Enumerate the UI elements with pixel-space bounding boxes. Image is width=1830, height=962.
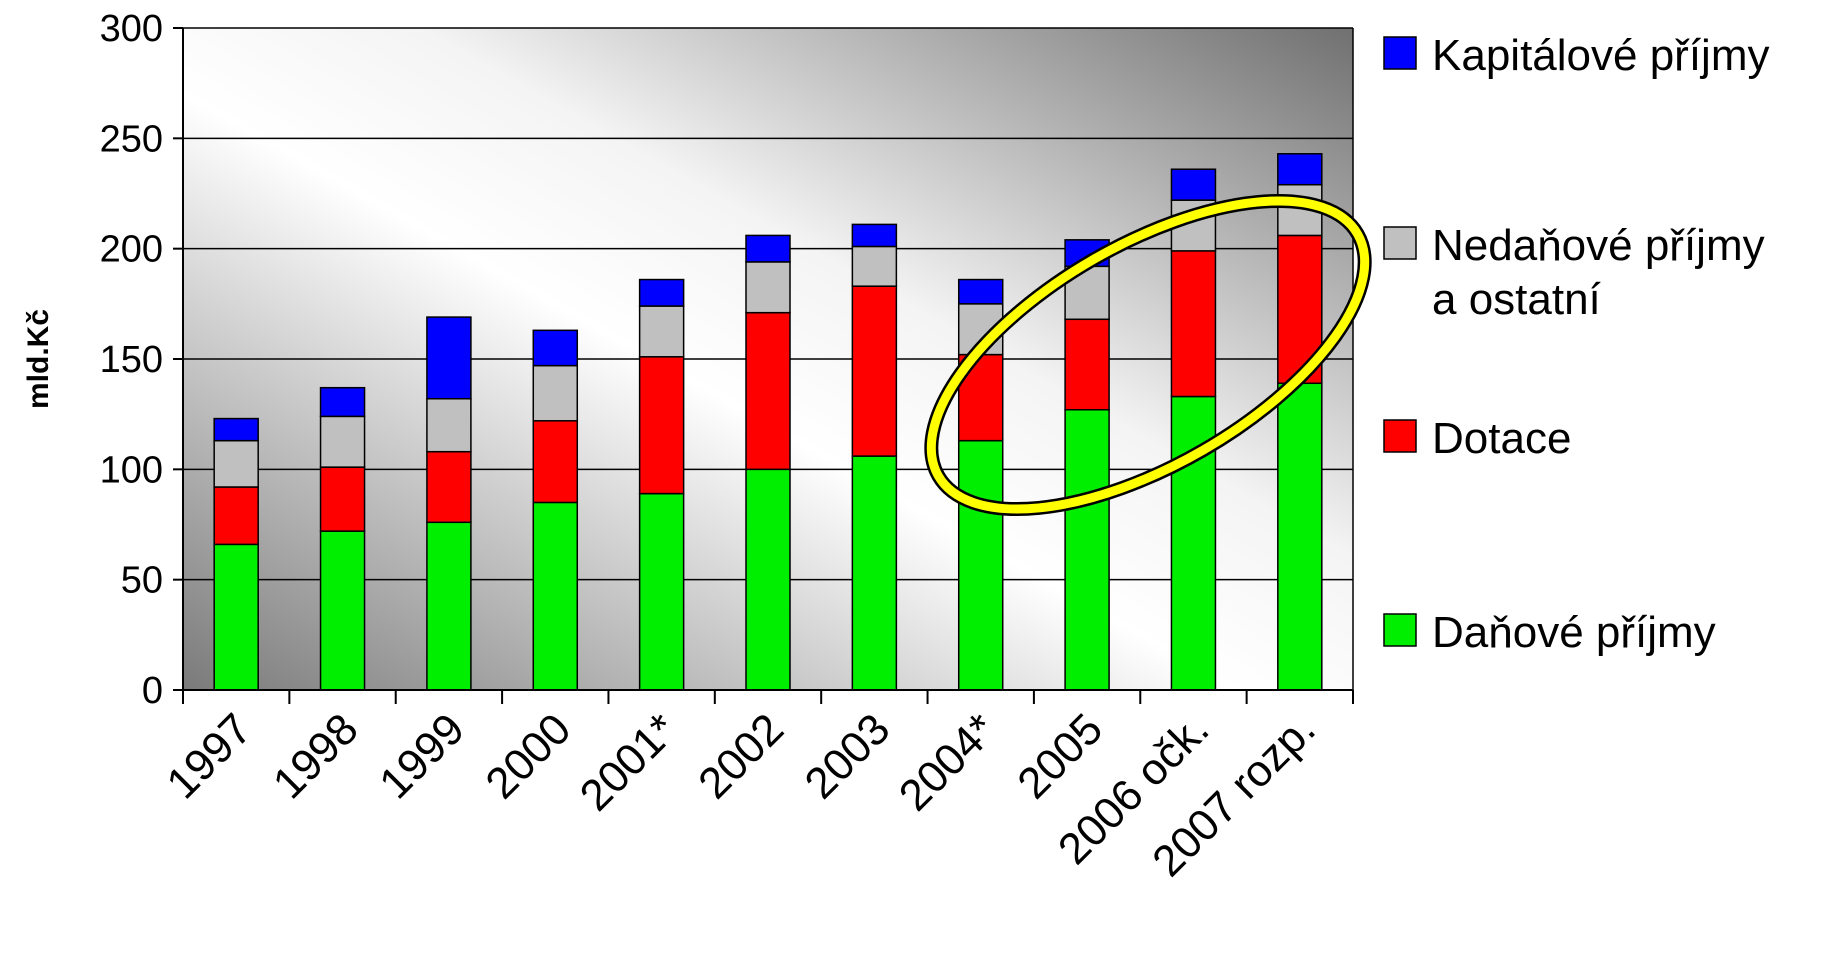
- bar-segment: [745, 311, 791, 471]
- legend-swatch: [1383, 226, 1417, 260]
- bar-segment: [957, 439, 1004, 691]
- bar-segment: [1170, 168, 1217, 201]
- bar-segment: [532, 501, 579, 691]
- bar-segment: [638, 492, 685, 691]
- bar-segment: [851, 285, 898, 457]
- x-tick-label: 2003: [796, 704, 900, 808]
- bar-segment: [745, 261, 791, 314]
- legend-label: Nedaňové příjmy: [1432, 221, 1765, 270]
- bar-segment: [213, 439, 259, 488]
- bar-segment: [851, 455, 898, 691]
- ellipse-stroke: [926, 196, 1370, 514]
- bar-segment: [319, 466, 366, 532]
- bar-segment: [1277, 382, 1323, 691]
- bar-segment: [213, 543, 259, 691]
- highlight-ellipse: [924, 194, 1372, 516]
- bar-segment: [532, 329, 579, 367]
- bars: [213, 153, 1323, 691]
- bar-segment: [1170, 250, 1217, 398]
- bar-segment: [426, 521, 472, 691]
- x-tick-label: 1997: [157, 704, 261, 808]
- y-tick-label: 200: [100, 229, 163, 271]
- bar-segment: [1064, 409, 1110, 691]
- legend-label: Daňové příjmy: [1432, 608, 1716, 657]
- y-tick-label: 50: [121, 560, 163, 602]
- y-tick-label: 250: [100, 118, 163, 160]
- bar-segment: [638, 305, 685, 358]
- bar-segment: [213, 417, 259, 442]
- y-axis-title: mld.Kč: [22, 309, 55, 409]
- x-tick-label: 2000: [476, 704, 580, 808]
- bar-segment: [319, 415, 366, 468]
- x-tick-label: 2001*: [571, 704, 687, 820]
- bar-segment: [213, 486, 259, 546]
- bar-segment: [851, 245, 898, 287]
- bar-segment: [957, 278, 1004, 305]
- x-tick-label: 2004*: [890, 704, 1006, 820]
- bar-segment: [745, 468, 791, 691]
- bar-segment: [532, 364, 579, 422]
- y-tick-label: 0: [142, 670, 163, 712]
- bar-segment: [426, 450, 472, 524]
- bar-segment: [745, 234, 791, 263]
- x-tick-label: 1998: [264, 704, 368, 808]
- bar-segment: [319, 530, 366, 691]
- legend-label: Dotace: [1432, 414, 1571, 463]
- legend-label: a ostatní: [1432, 275, 1602, 324]
- y-tick-label: 100: [100, 449, 163, 491]
- bar-segment: [319, 386, 366, 418]
- y-tick-label: 150: [100, 339, 163, 381]
- bar-segment: [426, 397, 472, 453]
- y-tick-label: 300: [100, 8, 163, 50]
- bar-segment: [638, 278, 685, 307]
- legend-swatch: [1383, 613, 1417, 647]
- bar-segment: [638, 356, 685, 495]
- legend-swatch: [1383, 419, 1417, 453]
- legend-label: Kapitálové příjmy: [1432, 31, 1769, 80]
- legend: Kapitálové příjmy Nedaňové příjmy a ostatn…: [1383, 31, 1769, 657]
- bar-segment: [851, 223, 898, 248]
- bar-segment: [1277, 153, 1323, 186]
- bar-segment: [1064, 318, 1110, 411]
- x-tick-label: 2002: [689, 704, 793, 808]
- bar-segment: [426, 316, 472, 400]
- legend-swatch: [1383, 36, 1417, 70]
- axes: [173, 27, 1354, 704]
- y-tick-labels: 0 50 100 150 200 250 300: [100, 8, 163, 712]
- x-tick-label: 1999: [370, 704, 474, 808]
- bar-segment: [532, 420, 579, 504]
